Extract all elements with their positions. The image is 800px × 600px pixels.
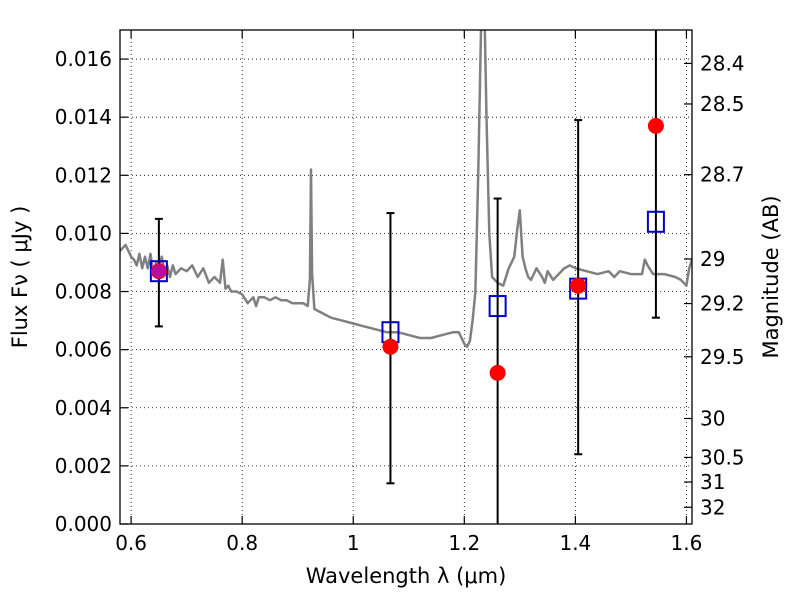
x-tick-label: 1.6 (671, 531, 703, 555)
mag-tick-label: 29.5 (700, 345, 745, 369)
mag-tick-label: 30 (700, 406, 725, 430)
error-bars (149, 30, 665, 524)
mag-tick-label: 28.4 (700, 51, 745, 75)
x-axis-label: Wavelength λ (μm) (306, 564, 507, 588)
x-tick-label: 0.8 (226, 531, 258, 555)
plot-frame (119, 29, 693, 525)
plot-area (120, 30, 692, 348)
y-tick-label: 0.008 (55, 280, 112, 304)
axis-ticks: 0.6 0.8 1 1.2 1.4 1.6 0.000 0.002 0.004 0.006 0.00… (55, 30, 745, 555)
y-tick-label: 0.000 (55, 512, 112, 536)
spectrum-line (120, 30, 692, 348)
y-tick-label: 0.014 (55, 105, 112, 129)
x-tick-label: 0.6 (115, 531, 147, 555)
y-tick-label: 0.006 (55, 338, 112, 362)
mag-tick-label: 30.5 (700, 445, 745, 469)
x-tick-label: 1 (347, 531, 360, 555)
y-axis-label: Flux Fν ( μJy ) (8, 206, 32, 349)
mag-tick-label: 28.5 (700, 92, 745, 116)
y-tick-label: 0.002 (55, 454, 112, 478)
mag-tick-label: 32 (700, 495, 725, 519)
y-tick-label: 0.004 (55, 396, 112, 420)
observed-flux-point (647, 117, 664, 134)
y-tick-label: 0.012 (55, 163, 112, 187)
y2-axis-label: Magnitude (AB) (759, 195, 783, 358)
y-tick-label: 0.010 (55, 221, 112, 245)
mag-tick-label: 28.7 (700, 163, 745, 187)
mag-tick-label: 29 (700, 247, 725, 271)
overlap-point (151, 264, 166, 279)
observed-flux-point (382, 338, 399, 355)
observed-flux-point (570, 277, 587, 294)
x-tick-label: 1.2 (448, 531, 480, 555)
y-tick-label: 0.016 (55, 47, 112, 71)
model-flux-square (646, 210, 665, 233)
x-tick-label: 1.4 (559, 531, 591, 555)
mag-tick-label: 31 (700, 470, 725, 494)
observed-flux-point (489, 364, 506, 381)
mag-tick-label: 29.2 (700, 292, 745, 316)
model-flux-square (488, 295, 507, 318)
